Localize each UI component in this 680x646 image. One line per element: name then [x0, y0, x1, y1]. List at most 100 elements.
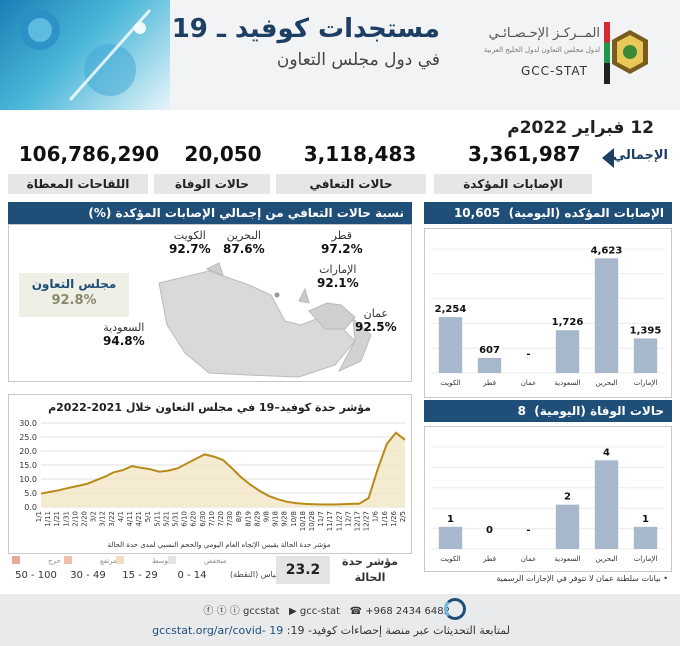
line-x-tick-label: 4/1	[117, 511, 125, 522]
bar-4	[594, 258, 619, 373]
line-x-tick-label: 12/17	[354, 511, 362, 531]
footer-url-link[interactable]: gccstat.org/ar/covid- 19	[152, 624, 284, 637]
line-x-tick-label: 5/21	[162, 511, 170, 527]
severity-value: 23.2	[276, 556, 330, 584]
map-label-uae: الإمارات 92.1%	[317, 263, 359, 290]
bar-category-label: الإمارات	[634, 379, 658, 387]
bar-data-label: 1	[447, 514, 454, 525]
map-label-kuwait: الكويت 92.7%	[169, 229, 211, 256]
logo-arabic-text: المــركـز الإحـصـائـي	[488, 26, 600, 41]
line-x-tick-label: 8/29	[253, 511, 261, 527]
line-x-tick-label: 2/10	[71, 511, 79, 527]
gcc-stat-small-logo-icon	[444, 598, 466, 620]
bar-data-label: -	[526, 525, 530, 536]
legend-level-range: 15 - 29	[122, 570, 157, 581]
bar-data-label: 4,623	[591, 245, 623, 256]
legend-swatch	[64, 556, 72, 564]
page-subtitle: في دول مجلس التعاون	[276, 50, 440, 70]
daily-cases-body: 2,254 الكويت 607 قطر - عمان 1,726 السعودية 4,623…	[424, 228, 672, 398]
virus-icon	[20, 9, 152, 101]
total-recovered-label: حالات التعافي	[276, 174, 426, 194]
legend-swatch	[116, 556, 124, 564]
line-y-tick-label: 15.0	[19, 461, 37, 470]
bar-0	[438, 317, 463, 373]
footer: ⓕ ⓣ ⓘ gccstat ▶ gcc-stat ☎ +968 2434 648…	[0, 594, 680, 646]
bar-data-label: 0	[486, 525, 493, 536]
map-label-oman: عمان 92.5%	[355, 307, 397, 334]
uae-region	[308, 302, 356, 330]
daily-deaths-body: 1 الكويت 0 قطر - عمان 2 السعودية 4 البحرين 1 الإمار…	[424, 426, 672, 572]
header: مستجدات كوفيد ـ 19 في دول مجلس التعاون ا…	[0, 0, 680, 110]
handle-gccstat[interactable]: gccstat	[242, 606, 280, 617]
line-x-tick-label: 1/21	[53, 511, 61, 527]
daily-cases-bar-chart: 2,254 الكويت 607 قطر - عمان 1,726 السعودية 4,623…	[431, 245, 665, 387]
line-x-tick-label: 5/1	[144, 511, 152, 522]
bar-1	[477, 357, 502, 373]
total-deaths-value: 20,050	[184, 142, 262, 166]
youtube-icon[interactable]: ▶	[289, 606, 297, 617]
bar-category-label: البحرين	[596, 555, 618, 563]
map-value-qatar: 97.2%	[321, 242, 363, 256]
bar-category-label: السعودية	[554, 379, 580, 387]
map-value-oman: 92.5%	[355, 320, 397, 334]
bar-category-label: عمان	[521, 555, 537, 563]
footer-follow-text: لمتابعة التحديثات عبر منصة إحصاءات كوفيد…	[286, 624, 510, 637]
line-x-tick-label: 10/8	[290, 511, 298, 527]
legend-level-range: 50 - 100	[15, 570, 57, 581]
bar-data-label: 607	[479, 345, 500, 356]
line-y-tick-label: 10.0	[19, 475, 37, 484]
bar-category-label: الكويت	[440, 555, 460, 563]
line-chart-title: مؤشر حدة كوفيد–19 في مجلس التعاون خلال 2…	[48, 401, 371, 414]
bar-data-label: -	[526, 349, 530, 360]
daily-deaths-panel: حالات الوفاة (اليومية) 8 1 الكويت 0 قطر - عما…	[424, 400, 672, 586]
saudi-region	[158, 270, 356, 378]
map-body: مجلس التعاون 92.8% الكويت 92.7% البحرين 87…	[8, 224, 412, 382]
map-value-bahrain: 87.6%	[223, 242, 265, 256]
line-x-axis-caption: مؤشر حدة الحالة يقيس الإتجاه العام اليوم…	[107, 541, 330, 549]
line-x-tick-label: 1/16	[381, 510, 389, 526]
map-label-saudi: السعودية 94.8%	[103, 321, 145, 348]
qatar-region	[298, 287, 310, 304]
legend-level-name: منخفض	[204, 557, 227, 565]
gcc-label: مجلس التعاون	[31, 277, 117, 291]
line-x-tick-label: 9/8	[263, 511, 271, 522]
total-label: الإجمالي	[612, 148, 668, 163]
oman-note: • بيانات سلطنة عمان لا تتوفر في الإجازات…	[496, 574, 668, 583]
map-value-uae: 92.1%	[317, 276, 359, 290]
bar-category-label: الإمارات	[634, 555, 658, 563]
scale-label: المقياس (النقطة)	[230, 570, 289, 579]
line-series-severity	[40, 431, 406, 506]
line-x-tick-label: 1/31	[62, 511, 70, 527]
legend-level-name: حرج	[48, 557, 61, 565]
total-confirmed-label: الإصابات المؤكدة	[434, 174, 592, 194]
line-x-tick-label: 6/20	[190, 511, 198, 527]
total-vaccines-value: 106,786,290	[18, 142, 160, 166]
line-y-tick-label: 30.0	[19, 419, 37, 428]
severity-label: مؤشر حدة الحالة	[342, 555, 398, 584]
line-x-tick-label: 11/7	[317, 511, 325, 527]
page-title: مستجدات كوفيد ـ 19	[171, 14, 440, 44]
bar-category-label: قطر	[482, 555, 496, 563]
gcc-emblem-icon	[612, 30, 648, 74]
bar-3	[555, 504, 580, 549]
logo-arabic-subtext: لدول مجلس التعاون لدول الخليج العربية	[483, 46, 600, 54]
line-x-tick-label: 7/30	[226, 511, 234, 527]
line-x-tick-label: 2/5	[399, 511, 407, 522]
daily-cases-total: 10,605	[453, 206, 501, 220]
legend-level-range: 0 - 14	[177, 570, 206, 581]
footer-follow: لمتابعة التحديثات عبر منصة إحصاءات كوفيد…	[152, 624, 510, 637]
bar-category-label: الكويت	[440, 379, 460, 387]
bar-data-label: 1,395	[630, 325, 662, 336]
phone-number[interactable]: +968 2434 6482	[365, 606, 450, 617]
line-x-tick-label: 9/28	[281, 511, 289, 527]
handle-gcc-stat[interactable]: gcc-stat	[299, 606, 341, 617]
line-x-tick-label: 12/27	[363, 511, 371, 531]
bar-3	[555, 330, 580, 373]
line-x-tick-label: 1/1	[35, 511, 43, 522]
social-icons[interactable]: ⓕ ⓣ ⓘ	[203, 606, 240, 617]
footer-contact: ⓕ ⓣ ⓘ gccstat ▶ gcc-stat ☎ +968 2434 648…	[203, 602, 450, 617]
bar-data-label: 1	[642, 514, 649, 525]
line-x-tick-label: 7/10	[208, 511, 216, 527]
line-x-tick-label: 5/31	[172, 511, 180, 527]
line-x-tick-label: 6/10	[181, 511, 189, 527]
